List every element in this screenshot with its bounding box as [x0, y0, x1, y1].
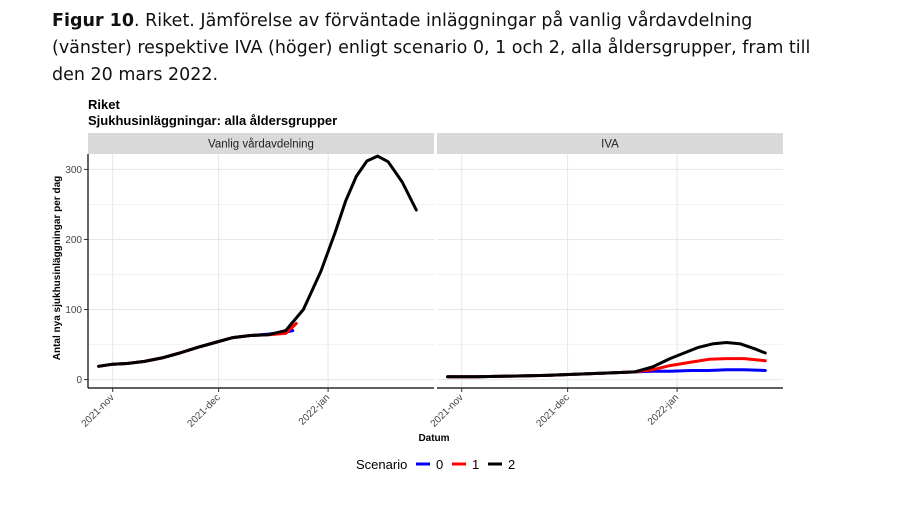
legend-label-1: 1: [472, 457, 479, 472]
panel-plot-area: [437, 154, 783, 388]
x-axis-label: Datum: [418, 433, 449, 444]
panel-strip: [437, 133, 783, 154]
x-tick-label: 2021-dec: [185, 392, 222, 429]
panel-strip-label: IVA: [601, 139, 619, 151]
y-axis-label: Antal nya sjukhusinläggningar per dag: [52, 176, 63, 360]
figure-caption: Figur 10. Riket. Jämförelse av förväntad…: [52, 8, 812, 89]
panel-plot-area: [88, 154, 434, 388]
legend: Scenario 0 1 2: [356, 457, 515, 472]
y-tick-label: 200: [65, 235, 82, 246]
legend-label-0: 0: [436, 457, 443, 472]
x-tick-label: 2022-jan: [646, 392, 681, 427]
figure-caption-text: . Riket. Jämförelse av förväntade inlägg…: [52, 11, 811, 85]
panel-strip-label: Vanlig vårdavdelning: [208, 139, 314, 151]
y-tick-label: 300: [65, 165, 82, 176]
x-tick-label: 2021-nov: [429, 392, 466, 429]
figure-label: Figur 10: [52, 11, 135, 31]
x-tick-label: 2021-nov: [80, 392, 117, 429]
chart-title: Riket: [88, 97, 120, 112]
series-line-2: [446, 341, 767, 379]
y-tick-label: 100: [65, 305, 82, 316]
x-tick-label: 2021-dec: [534, 392, 571, 429]
chart-subtitle: Sjukhusinläggningar: alla åldersgrupper: [88, 113, 337, 128]
series-line-2: [97, 154, 418, 368]
panel-1: IVA 2021-nov 2021-dec 2022-jan: [429, 133, 783, 430]
legend-title: Scenario: [356, 457, 407, 472]
legend-label-2: 2: [508, 457, 515, 472]
panel-strip: [88, 133, 434, 154]
x-tick-label: 2022-jan: [297, 392, 332, 427]
y-tick-label: 0: [76, 375, 82, 386]
panel-0: Vanlig vårdavdelning 0 100 200 300 2021-nov 20…: [65, 133, 434, 430]
